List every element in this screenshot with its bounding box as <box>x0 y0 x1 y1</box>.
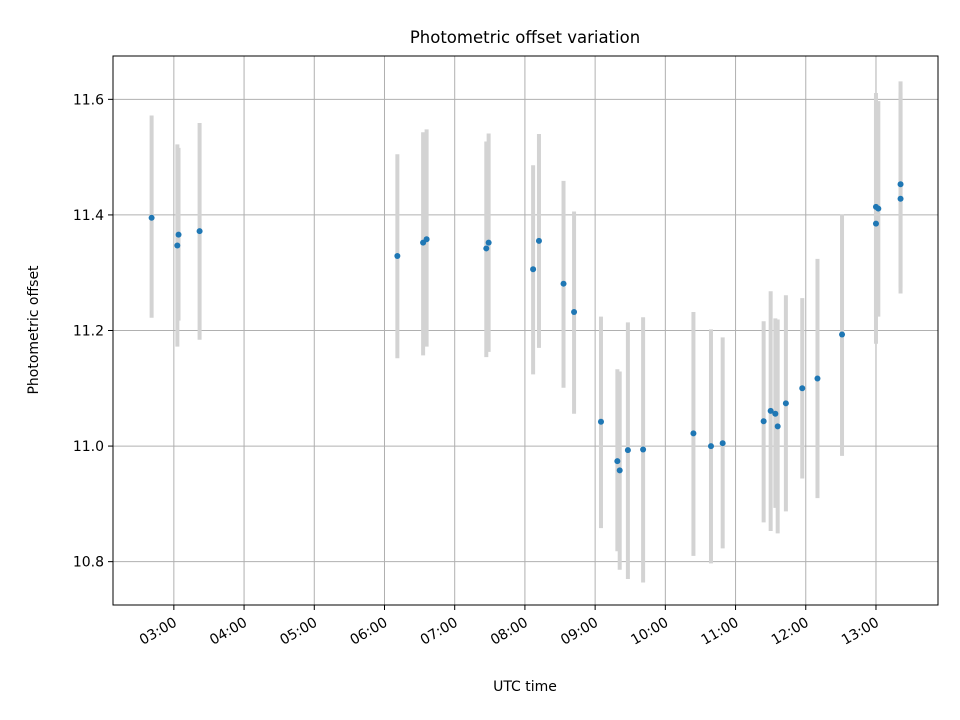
data-point-6 <box>423 236 430 243</box>
y-tick-label-1: 11.0 <box>73 439 104 455</box>
data-point-14 <box>614 458 621 465</box>
errorbars <box>149 81 903 583</box>
x-tick-label-10: 13:00 <box>839 615 882 649</box>
data-point-16 <box>624 447 631 454</box>
x-tick-label-8: 11:00 <box>699 615 742 649</box>
data-point-18 <box>690 430 697 437</box>
data-point-23 <box>772 410 779 417</box>
x-tick-label-7: 10:00 <box>628 615 671 649</box>
y-axis-ticks: 10.8 11.0 11.2 11.4 11.6 <box>73 92 113 571</box>
data-point-4 <box>394 252 401 259</box>
x-tick-label-5: 08:00 <box>488 615 531 649</box>
x-axis-label: UTC time <box>493 679 557 695</box>
data-point-11 <box>560 280 567 287</box>
data-point-15 <box>616 467 623 474</box>
data-point-12 <box>571 309 578 316</box>
data-point-27 <box>814 375 821 382</box>
data-point-8 <box>485 239 492 246</box>
data-point-28 <box>839 331 846 338</box>
data-point-0 <box>148 214 155 221</box>
data-point-2 <box>175 231 182 238</box>
chart-title: Photometric offset variation <box>410 28 640 47</box>
data-point-22 <box>767 407 774 414</box>
y-tick-label-0: 10.8 <box>73 555 104 571</box>
x-axis-ticks: 03:00 04:00 05:00 06:00 07:00 08:00 09:00 10:00… <box>137 605 882 649</box>
data-point-21 <box>760 418 767 425</box>
x-tick-label-2: 05:00 <box>277 615 320 649</box>
data-point-19 <box>707 443 714 450</box>
x-tick-label-9: 12:00 <box>769 615 812 649</box>
x-tick-label-6: 09:00 <box>558 615 601 649</box>
data-point-32 <box>897 181 904 188</box>
data-point-17 <box>640 446 647 453</box>
data-point-26 <box>799 385 806 392</box>
data-point-31 <box>875 205 882 212</box>
grid <box>113 56 938 605</box>
x-tick-label-4: 07:00 <box>418 615 461 649</box>
data-markers <box>148 181 904 474</box>
data-point-33 <box>897 195 904 202</box>
y-axis-label: Photometric offset <box>26 265 42 395</box>
data-point-30 <box>872 220 879 227</box>
y-tick-label-4: 11.6 <box>73 92 104 108</box>
data-point-7 <box>483 245 490 252</box>
x-tick-label-3: 06:00 <box>348 615 391 649</box>
x-tick-label-1: 04:00 <box>207 615 250 649</box>
y-tick-label-2: 11.2 <box>73 324 104 340</box>
data-point-1 <box>174 242 181 249</box>
data-point-13 <box>597 418 604 425</box>
data-point-9 <box>530 266 537 273</box>
y-tick-label-3: 11.4 <box>73 208 104 224</box>
data-point-25 <box>782 400 789 407</box>
data-point-24 <box>774 423 781 430</box>
data-point-3 <box>196 228 203 235</box>
data-point-10 <box>535 237 542 244</box>
x-tick-label-0: 03:00 <box>137 615 180 649</box>
data-point-20 <box>719 440 726 447</box>
